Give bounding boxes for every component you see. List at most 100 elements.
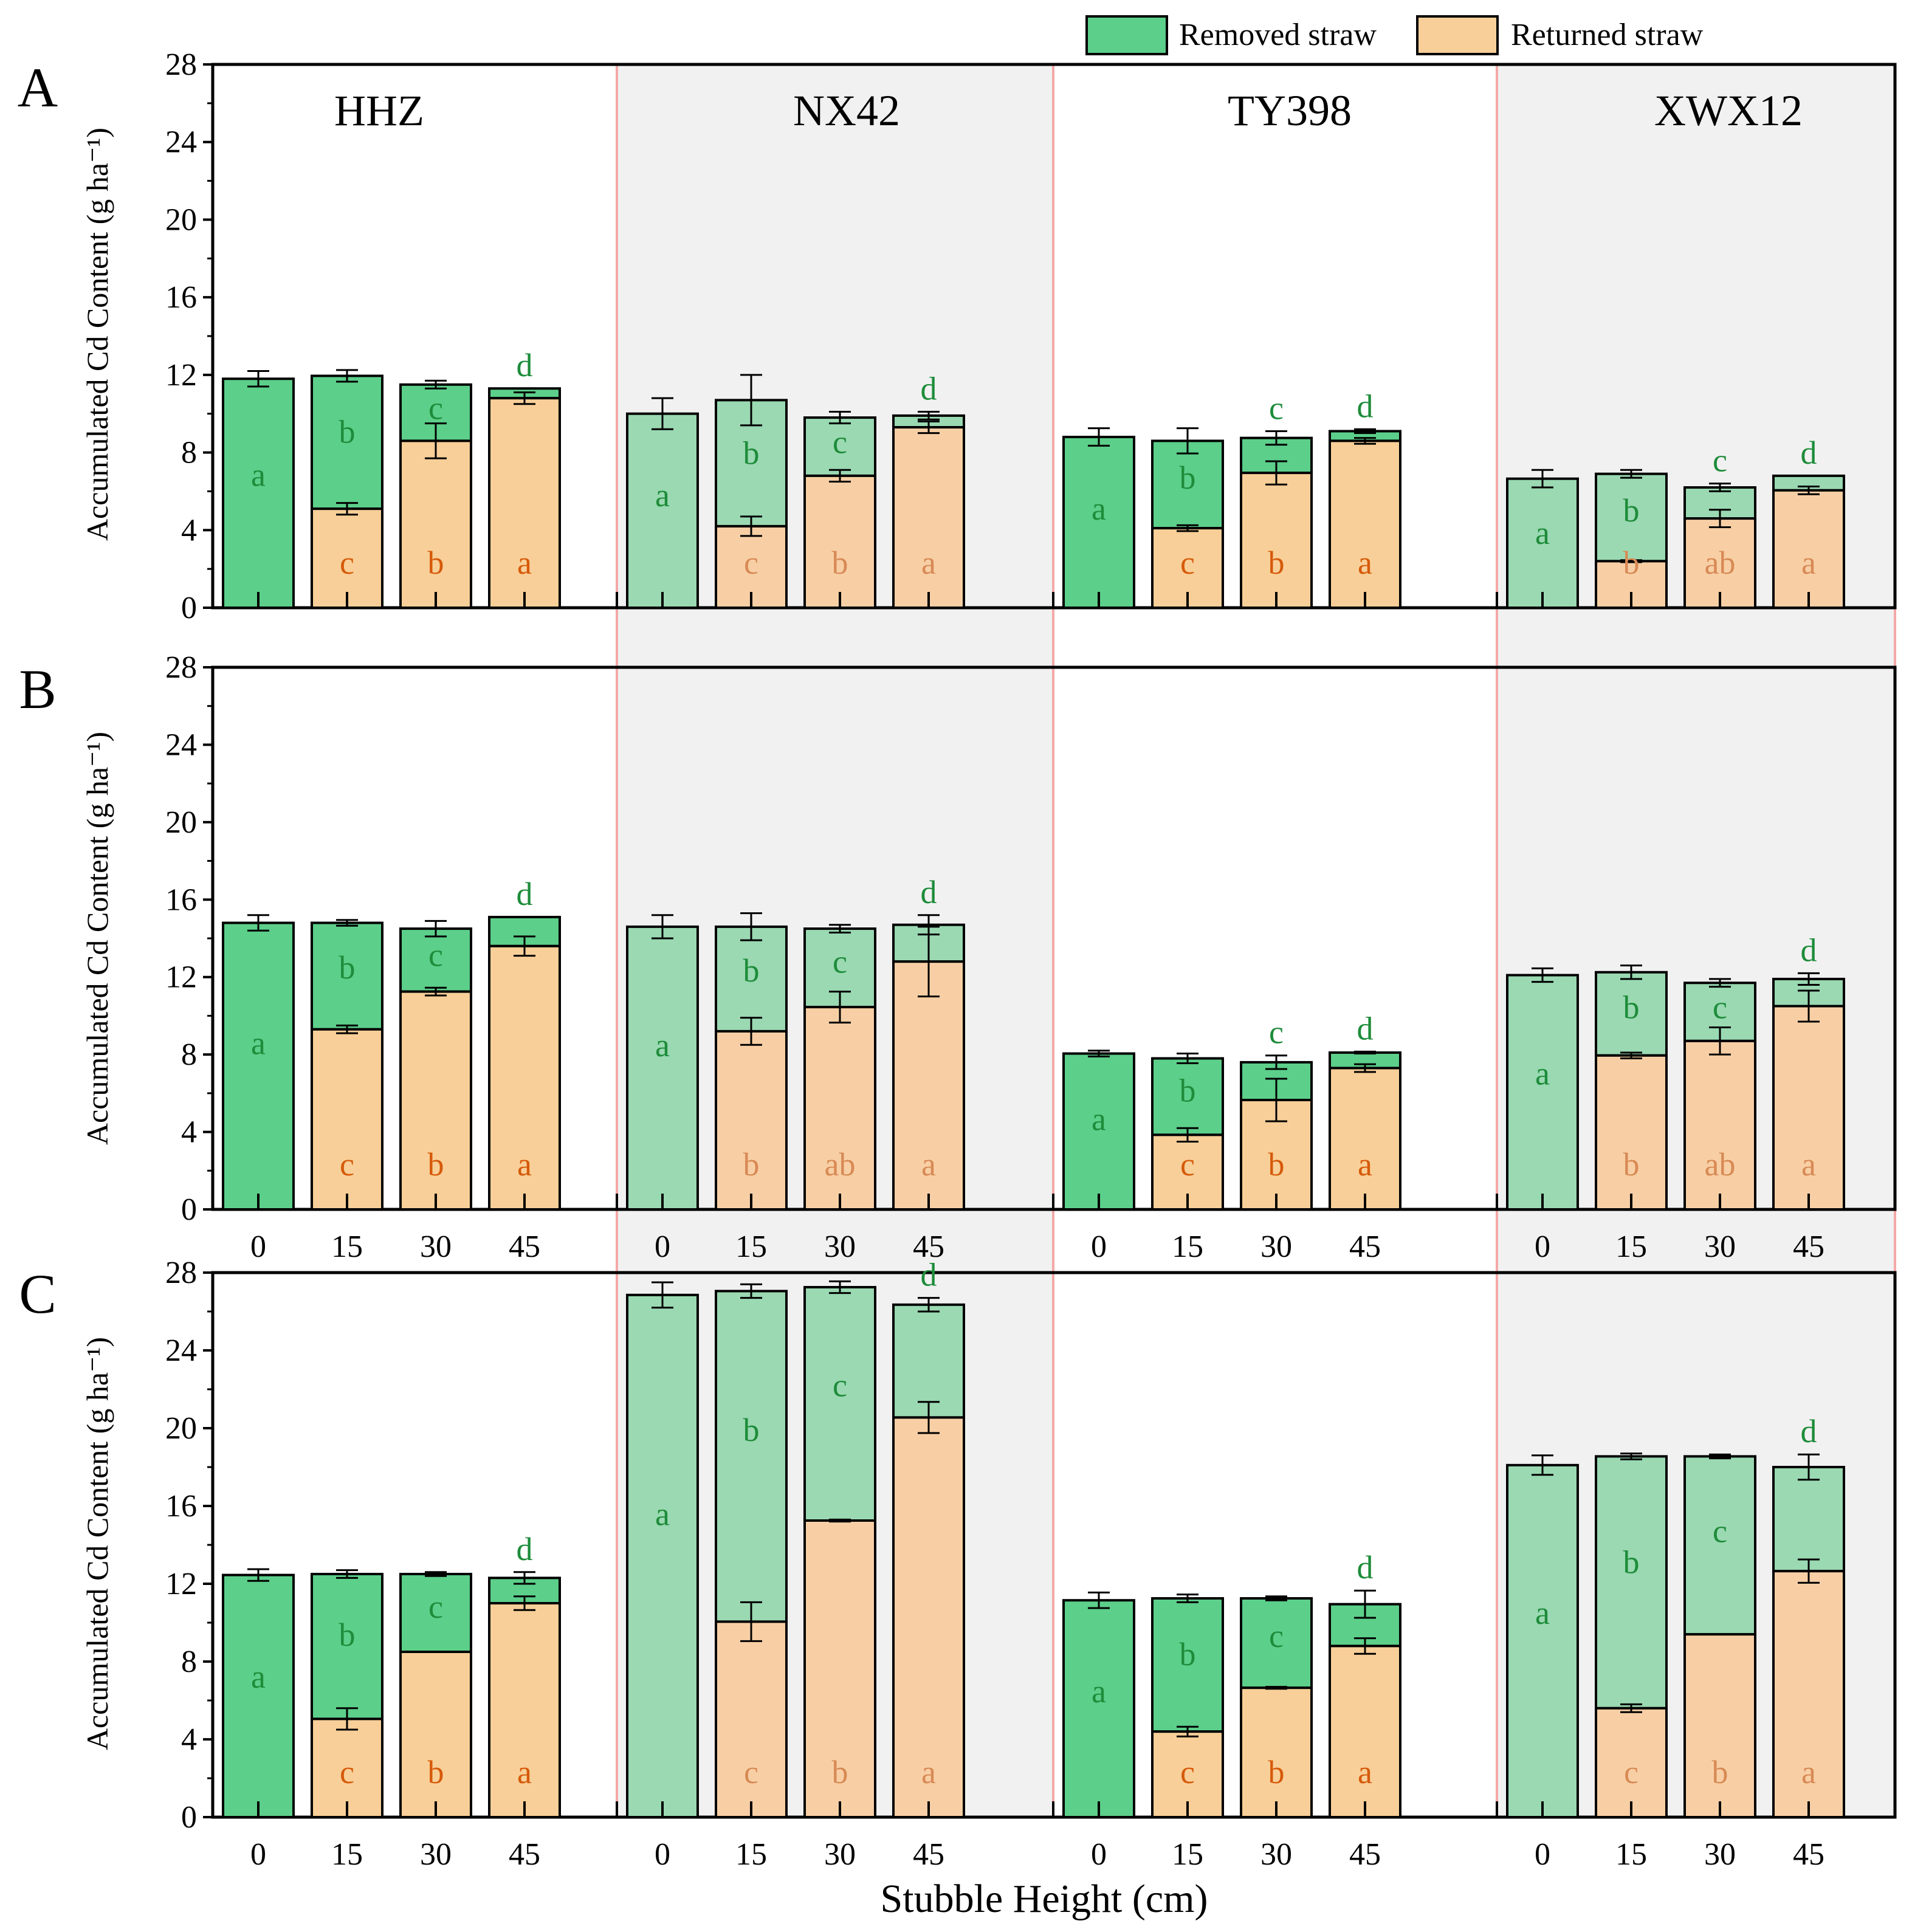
letter-returned: b [428,1754,444,1790]
panel-A: 0 4 8 12 16 20 24 28 Accumulated Cd Content (g h… [18,47,1897,625]
letter-returned: c [1180,1754,1195,1790]
letter-returned: c [1624,1754,1639,1790]
bar-returned [892,426,965,609]
letter-removed: c [428,937,443,974]
letter-removed: c [1269,1014,1284,1051]
bar-removed [803,1286,876,1522]
letter-returned: b [1623,1146,1640,1183]
letter-returned: b [1268,1146,1285,1183]
x-tick-label: 30 [1704,1837,1736,1872]
letter-removed: c [1713,989,1727,1025]
group-NX42: NX42 a b c c b d a [626,86,1054,610]
letter-removed: b [339,949,356,986]
bar-returned [1683,1633,1756,1818]
y-tick-label: 16 [165,882,197,917]
y-tick-label: 24 [165,727,197,762]
y-tick-label: 16 [165,1489,197,1524]
letter-returned: b [832,1754,848,1790]
x-tick-label: 30 [1704,1229,1736,1264]
y-tick-label: 4 [181,513,197,548]
x-tick-label: 15 [331,1837,363,1872]
x-tick-label: 45 [1793,1837,1824,1872]
y-tick-label: 20 [165,805,197,840]
letter-removed: a [1535,1595,1550,1631]
legend-removed-swatch [1085,15,1168,55]
letter-removed: b [1180,1072,1196,1109]
letter-returned: a [517,1146,532,1183]
bar-returned [1240,472,1313,609]
bar-returned [311,1717,383,1818]
group-TY398: TY398 a b c c b d a [1062,86,1498,610]
letter-removed: d [921,1257,937,1293]
bar-returned [1595,1054,1668,1211]
bar-returned [803,474,876,610]
letter-removed: a [251,456,266,493]
y-tick-label: 0 [181,1192,197,1227]
letter-returned: a [1801,545,1816,581]
legend-returned-label: Returned straw [1511,18,1704,52]
letter-returned: c [340,545,354,581]
letter-removed: c [1713,442,1727,479]
bar-returned [1240,1686,1313,1818]
bar-removed [1151,1597,1224,1733]
bar-removed [1595,472,1668,563]
letter-returned: a [517,545,532,581]
x-tick-label: 0 [1535,1229,1550,1264]
letter-returned: b [832,545,848,581]
letter-returned: ab [1705,1146,1736,1183]
panel-letter: B [19,658,56,720]
x-tick-label: 15 [1172,1229,1203,1264]
letter-returned: b [1268,1754,1285,1790]
y-tick-label: 0 [181,591,197,625]
y-tick-label: 4 [181,1722,197,1757]
letter-removed: b [743,952,760,989]
letter-removed: b [1623,989,1640,1025]
bar-removed [311,921,383,1031]
letter-returned: a [1358,545,1372,581]
letter-returned: c [1180,1146,1195,1183]
letter-removed: c [833,1367,847,1403]
bar-removed [1062,1599,1135,1818]
x-tick-label: 45 [509,1229,540,1264]
letter-removed: b [743,1412,760,1448]
bar-returned [1595,1707,1668,1819]
bar-removed [892,1303,965,1419]
x-tick-label: 30 [420,1229,452,1264]
letter-removed: d [1357,388,1374,424]
bar-removed [1062,1052,1135,1211]
letter-removed: a [1092,1101,1106,1137]
legend-removed-label: Removed straw [1179,18,1377,52]
bar-removed [715,1290,788,1623]
panel-letter: C [19,1263,56,1325]
letter-removed: d [517,1531,533,1567]
group-NX42: a 0 b c 15 c b 30 d a 45 [626,1257,1054,1872]
bar-returned [399,439,472,610]
letter-removed: d [1801,1413,1817,1449]
x-tick-label: 15 [331,1229,363,1264]
bar-removed [1506,477,1579,609]
y-tick-label: 12 [165,358,197,393]
bar-removed [488,915,561,947]
group-NX42: a 0 b b 15 c ab 30 d a 45 [626,874,1054,1264]
bar-removed [222,921,295,1211]
x-tick-label: 30 [1260,1837,1292,1872]
letter-removed: a [1092,490,1106,527]
y-tick-label: 16 [165,280,197,315]
group-HHZ: a 0 b c 15 c b 30 d a 45 [222,1531,618,1872]
letter-removed: b [1623,1544,1640,1580]
letter-returned: b [1712,1754,1728,1790]
group-XWX12: a 0 b b 15 c ab 30 d a 45 [1506,932,1896,1264]
letter-removed: b [1623,492,1640,529]
bar-removed [311,374,383,511]
letter-removed: c [1713,1513,1727,1549]
letter-returned: b [428,1146,444,1183]
letter-removed: a [251,1025,266,1062]
x-tick-label: 45 [1349,1837,1381,1872]
letter-removed: d [1357,1010,1374,1047]
letter-removed: b [743,435,760,472]
x-tick-label: 0 [1091,1837,1107,1872]
bar-returned [1772,1570,1845,1818]
y-tick-label: 28 [165,650,197,685]
y-axis-label: Accumulated Cd Content (g ha⁻¹) [80,732,114,1145]
letter-removed: a [655,477,670,514]
